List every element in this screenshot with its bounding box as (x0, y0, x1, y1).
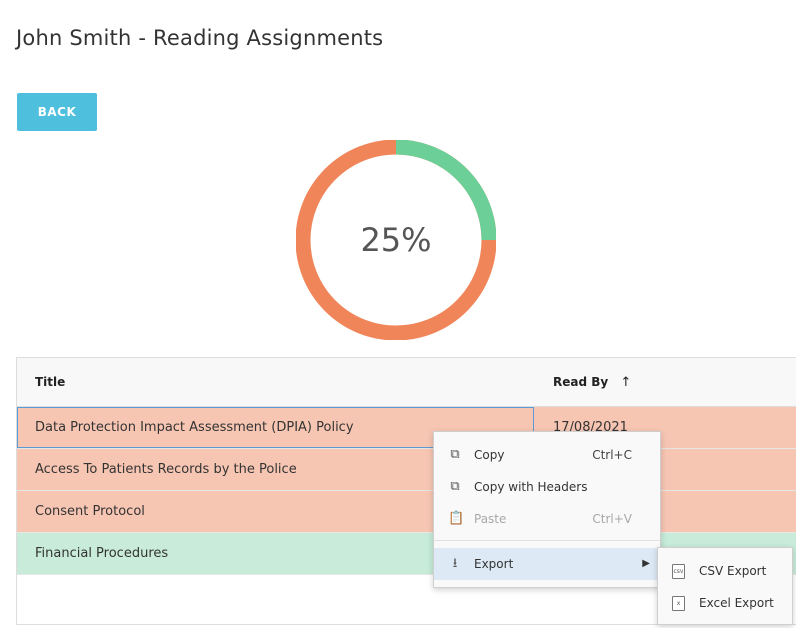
export-submenu: csv CSV Export x Excel Export (657, 547, 793, 625)
table-row[interactable]: Access To Patients Records by the Police (17, 449, 796, 491)
context-menu-copy-with-headers[interactable]: ⧉ Copy with Headers (434, 471, 660, 503)
progress-donut-chart (296, 140, 496, 340)
excel-file-icon: x (672, 596, 685, 611)
copy-icon: ⧉ (450, 479, 460, 494)
context-menu-export-label: Export (474, 557, 514, 571)
progress-percent: 25% (360, 221, 432, 259)
submenu-excel-export[interactable]: x Excel Export (658, 587, 792, 619)
page-title: John Smith - Reading Assignments (16, 26, 384, 50)
context-menu-export[interactable]: ⭳ Export ▶ (434, 548, 660, 580)
context-menu-copy-with-headers-label: Copy with Headers (474, 480, 588, 494)
context-menu-copy-label: Copy (474, 448, 505, 462)
context-menu-separator (434, 540, 660, 541)
assignments-table: Title Read By ↑ Data Protection Impact A… (16, 357, 796, 625)
row-title[interactable]: Consent Protocol (35, 504, 145, 519)
cell-focus-outline (17, 407, 534, 448)
context-menu-copy-shortcut: Ctrl+C (592, 448, 632, 462)
submenu-excel-export-label: Excel Export (699, 596, 774, 610)
column-header-read-by[interactable]: Read By ↑ (553, 358, 631, 406)
csv-file-icon: csv (672, 564, 685, 579)
table-row[interactable]: Consent Protocol (17, 491, 796, 533)
context-menu-paste[interactable]: 📋 Paste Ctrl+V (434, 503, 660, 535)
back-button[interactable]: BACK (17, 93, 97, 131)
context-menu-copy[interactable]: ⧉ Copy Ctrl+C (434, 439, 660, 471)
column-header-read-by-label: Read By (553, 375, 609, 389)
column-header-title-label: Title (35, 375, 66, 389)
progress-donut: 25% (296, 140, 496, 340)
progress-completed-arc (296, 140, 496, 340)
clipboard-icon: 📋 (448, 511, 465, 526)
submenu-csv-export-label: CSV Export (699, 564, 767, 578)
copy-icon: ⧉ (450, 447, 460, 462)
submenu-csv-export[interactable]: csv CSV Export (658, 555, 792, 587)
context-menu-paste-shortcut: Ctrl+V (592, 512, 632, 526)
row-title[interactable]: Financial Procedures (35, 546, 169, 561)
submenu-arrow-icon: ▶ (642, 558, 650, 569)
column-header-title[interactable]: Title (35, 358, 65, 406)
download-icon: ⭳ (452, 556, 458, 571)
context-menu: ⧉ Copy Ctrl+C ⧉ Copy with Headers 📋 Past… (433, 431, 661, 588)
table-row[interactable]: Data Protection Impact Assessment (DPIA)… (17, 407, 796, 449)
context-menu-paste-label: Paste (474, 512, 507, 526)
table-header: Title Read By ↑ (17, 358, 796, 407)
row-title[interactable]: Data Protection Impact Assessment (DPIA)… (35, 420, 354, 435)
row-title[interactable]: Access To Patients Records by the Police (35, 462, 297, 477)
sort-ascending-icon[interactable]: ↑ (620, 375, 632, 390)
